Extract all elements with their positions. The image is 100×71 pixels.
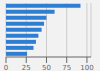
svg-text:100: 100 bbox=[80, 64, 92, 71]
svg-text:50: 50 bbox=[42, 64, 51, 71]
svg-text:75: 75 bbox=[62, 64, 71, 71]
svg-text:25: 25 bbox=[22, 64, 31, 71]
svg-text:0: 0 bbox=[8, 64, 9, 71]
